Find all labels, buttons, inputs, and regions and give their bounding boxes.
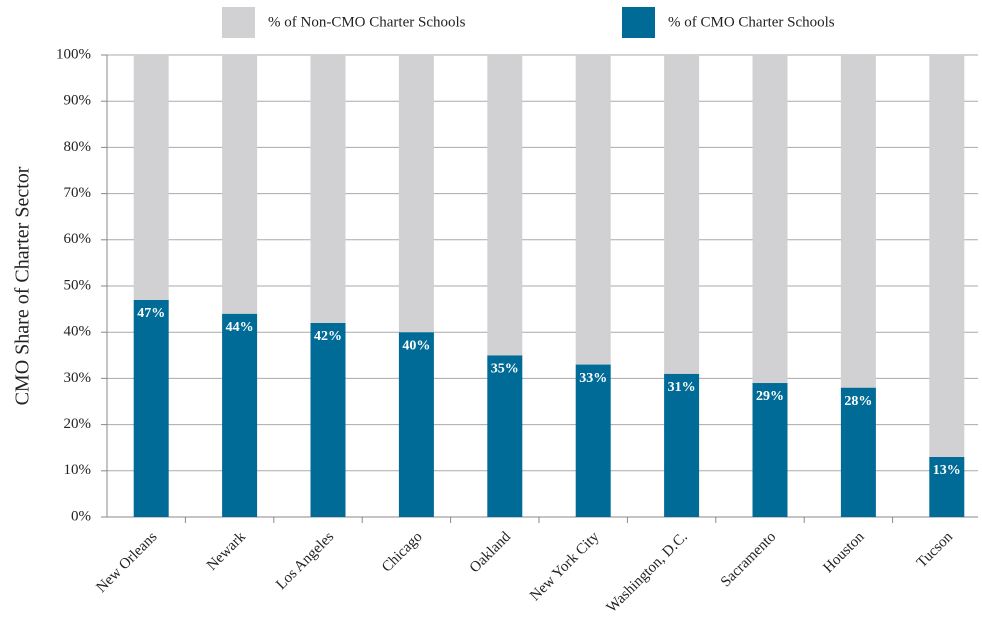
bar-segment [664,373,700,517]
bar-segment [133,299,169,517]
bar-segment [575,364,611,517]
bar-segment [222,313,258,517]
value-label: 33% [579,371,607,386]
value-label: 47% [137,306,165,321]
value-label: 40% [402,338,430,353]
y-tick-label: 60% [64,231,92,247]
x-tick-label: Houston [820,529,868,577]
y-tick-label: 30% [64,370,92,386]
legend-label: % of Non-CMO Charter Schools [268,14,466,30]
bar-segment [310,55,346,323]
x-tick-label: Sacramento [718,529,779,590]
x-tick-label: Washington, D.C. [604,529,691,616]
value-label: 42% [314,329,342,344]
x-tick-label: New Orleans [93,529,160,596]
value-label: 35% [491,362,519,377]
y-tick-label: 70% [64,185,92,201]
bar-segment [133,55,169,300]
x-tick-label: Los Angeles [273,529,337,593]
bar-segment [664,55,700,374]
bar-segment [398,332,434,517]
bar-segment [222,55,258,314]
bar-segment [840,387,876,517]
x-tick-label: Chicago [379,529,426,576]
y-axis-label: CMO Share of Charter Sector [12,166,34,405]
x-tick-label: Oakland [467,529,515,577]
y-tick-label: 40% [64,324,92,340]
legend-swatch [222,7,255,38]
x-tick-label: Tucson [914,529,957,572]
value-label: 44% [226,320,254,335]
bar-segment [929,456,965,517]
value-label: 28% [844,394,872,409]
bar-segment [840,55,876,388]
legend-label: % of CMO Charter Schools [668,14,835,30]
bar-segment [752,383,788,517]
bar-segment [487,355,523,517]
bar-segment [929,55,965,457]
y-tick-label: 90% [64,93,92,109]
y-tick-label: 80% [64,139,92,155]
y-tick-label: 10% [64,462,92,478]
value-label: 31% [668,380,696,395]
legend-swatch [622,7,655,38]
y-tick-label: 100% [56,46,91,62]
bar-segment [575,55,611,365]
y-tick-label: 50% [64,277,92,293]
x-tick-label: Newark [204,529,249,574]
y-tick-label: 20% [64,416,92,432]
bar-segment [398,55,434,333]
bar-segment [310,322,346,517]
value-label: 29% [756,389,784,404]
bar-segment [487,55,523,356]
value-label: 13% [933,463,961,478]
y-tick-label: 0% [71,508,91,524]
bar-segment [752,55,788,384]
x-tick-label: New York City [527,529,603,605]
